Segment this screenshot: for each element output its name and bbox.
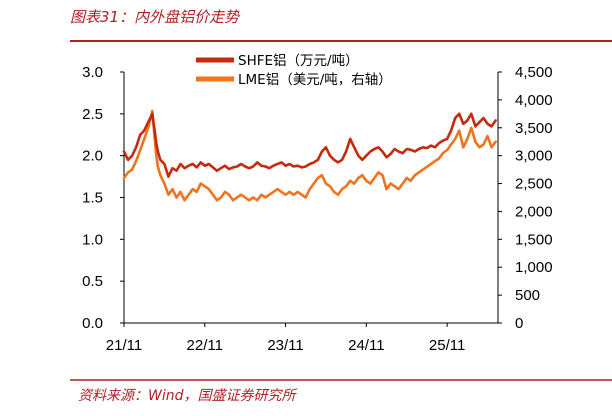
y-right-tick-label: 0 xyxy=(515,315,523,332)
x-tick-label: 24/11 xyxy=(348,337,384,354)
y-left-tick-label: 1.5 xyxy=(82,190,103,207)
y-right-tick-label: 1,000 xyxy=(515,259,553,276)
figure-title: 图表31：内外盘铝价走势 xyxy=(70,8,240,26)
legend-label-shfe: SHFE铝（万元/吨） xyxy=(238,53,359,69)
y-right-tick-label: 3,500 xyxy=(515,120,553,137)
y-left-tick-label: 2.5 xyxy=(82,106,103,123)
y-left-tick-label: 0.0 xyxy=(82,315,103,332)
x-tick-label: 25/11 xyxy=(429,337,465,354)
source-note: 资料来源：Wind，国盛证券研究所 xyxy=(78,388,296,404)
series-layer xyxy=(122,109,497,202)
series-line-shfe xyxy=(122,112,497,178)
axes: 0.0 0.5 1.0 1.5 2.0 2.5 3.0 0 500 1,000 1,500 2,000… xyxy=(82,64,552,354)
legend-label-lme: LME铝（美元/吨，右轴） xyxy=(238,72,392,88)
x-tick-label: 21/11 xyxy=(106,337,142,354)
y-left-tick-label: 3.0 xyxy=(82,64,103,81)
y-right-tick-label: 500 xyxy=(515,287,540,304)
y-left-tick-label: 0.5 xyxy=(82,273,103,290)
legend: SHFE铝（万元/吨） LME铝（美元/吨，右轴） xyxy=(196,53,392,88)
x-tick-label: 22/11 xyxy=(187,337,223,354)
y-right-tick-label: 4,000 xyxy=(515,92,553,109)
y-right-tick-label: 4,500 xyxy=(515,64,553,81)
y-right-tick-label: 3,000 xyxy=(515,148,553,165)
y-right-tick-label: 2,000 xyxy=(515,203,553,220)
series-line-lme xyxy=(122,109,497,202)
y-right-tick-label: 2,500 xyxy=(515,176,553,193)
y-left-tick-label: 2.0 xyxy=(82,148,103,165)
x-tick-label: 23/11 xyxy=(267,337,303,354)
y-left-tick-label: 1.0 xyxy=(82,231,103,248)
y-right-tick-label: 1,500 xyxy=(515,231,553,248)
